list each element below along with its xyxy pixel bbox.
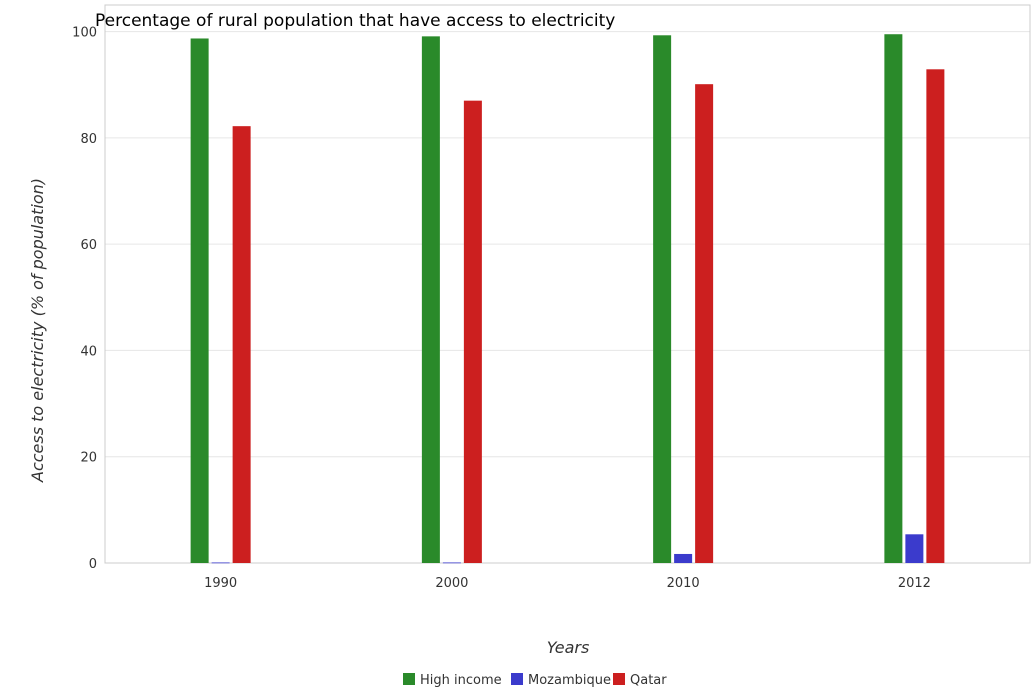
- legend-label-qatar: Qatar: [630, 673, 667, 688]
- y-ticks: 0 20 40 60 80 100: [72, 26, 97, 572]
- bar-mozambique-2010: [674, 553, 693, 563]
- bar-mozambique-2012: [905, 534, 924, 563]
- bar-high-income-2012: [884, 34, 903, 563]
- bar-qatar-2012: [926, 69, 945, 563]
- y-tick-label: 40: [80, 344, 97, 359]
- x-axis-label: Years: [547, 638, 590, 657]
- legend-swatch-mozambique: [511, 673, 523, 685]
- bar-qatar-1990: [232, 126, 251, 563]
- bar-mozambique-1990: [211, 562, 230, 564]
- legend-swatch-qatar: [613, 673, 625, 685]
- x-tick-label: 1990: [204, 576, 237, 591]
- x-tick-label: 2010: [667, 576, 700, 591]
- bar-high-income-2000: [421, 36, 440, 563]
- bar-mozambique-2000: [442, 562, 461, 564]
- legend: High income Mozambique Qatar: [403, 673, 667, 688]
- bars: [190, 34, 945, 564]
- y-tick-label: 100: [72, 26, 97, 41]
- x-ticks: 1990 2000 2010 2012: [204, 576, 931, 591]
- chart-title: Percentage of rural population that have…: [95, 11, 615, 31]
- bar-qatar-2010: [695, 84, 714, 563]
- x-tick-label: 2000: [435, 576, 468, 591]
- y-tick-label: 0: [89, 557, 97, 572]
- y-tick-label: 60: [80, 238, 97, 253]
- legend-label-high-income: High income: [420, 673, 502, 688]
- bar-high-income-2010: [653, 35, 672, 563]
- bar-high-income-1990: [190, 38, 209, 564]
- legend-label-mozambique: Mozambique: [528, 673, 611, 688]
- y-tick-label: 80: [80, 132, 97, 147]
- legend-swatch-high-income: [403, 673, 415, 685]
- y-axis-label: Access to electricity (% of population): [28, 178, 47, 483]
- x-tick-label: 2012: [898, 576, 931, 591]
- y-tick-label: 20: [80, 451, 97, 466]
- bar-qatar-2000: [463, 100, 482, 564]
- plot-frame: [104, 4, 1031, 564]
